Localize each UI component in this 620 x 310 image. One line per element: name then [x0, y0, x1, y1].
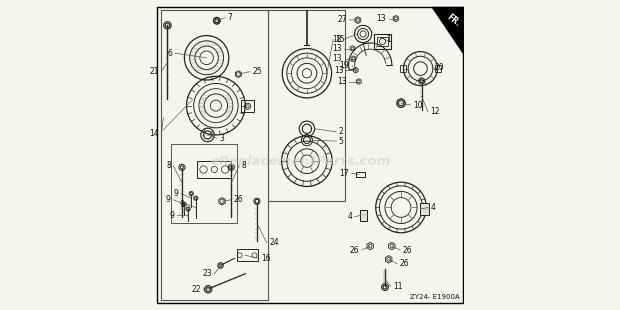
- Text: 16: 16: [262, 254, 271, 263]
- Bar: [377, 37, 388, 46]
- Text: 11: 11: [393, 282, 403, 291]
- Text: 13: 13: [337, 77, 347, 86]
- Bar: [197, 161, 231, 178]
- Text: 22: 22: [192, 285, 201, 294]
- Text: 9: 9: [166, 195, 171, 204]
- Text: 13: 13: [332, 54, 342, 63]
- Text: 26: 26: [350, 246, 360, 255]
- Text: eReplacementParts.com: eReplacementParts.com: [211, 155, 391, 168]
- Text: 6: 6: [168, 49, 172, 58]
- Text: 17: 17: [340, 169, 349, 178]
- Text: 12: 12: [430, 107, 440, 116]
- Text: 9: 9: [174, 189, 179, 198]
- Text: 10: 10: [413, 100, 422, 109]
- Text: 20: 20: [435, 63, 444, 72]
- Bar: [356, 172, 365, 177]
- Text: 26: 26: [399, 259, 409, 268]
- Bar: [170, 144, 237, 223]
- Polygon shape: [432, 7, 463, 53]
- Text: 3: 3: [219, 134, 224, 143]
- Text: 15: 15: [335, 35, 345, 44]
- Text: 25: 25: [252, 67, 262, 76]
- Text: FR.: FR.: [445, 13, 461, 29]
- Bar: [237, 249, 257, 261]
- Text: 18: 18: [332, 35, 342, 44]
- Text: 4: 4: [347, 212, 352, 221]
- Text: 7: 7: [228, 13, 232, 22]
- Text: 13: 13: [332, 44, 342, 53]
- Text: 8: 8: [166, 161, 171, 170]
- Text: ZY24- E1900A: ZY24- E1900A: [410, 294, 459, 300]
- Text: 8: 8: [241, 161, 246, 170]
- Text: 23: 23: [202, 269, 212, 278]
- Text: 9: 9: [170, 211, 175, 220]
- Text: 13: 13: [376, 14, 386, 23]
- Bar: [268, 10, 345, 201]
- Bar: [161, 10, 268, 300]
- Text: 14: 14: [149, 129, 159, 138]
- Text: 2: 2: [339, 127, 343, 136]
- Text: 4: 4: [430, 203, 435, 212]
- Bar: [241, 100, 254, 113]
- Text: 26: 26: [234, 195, 244, 204]
- Text: 21: 21: [149, 67, 159, 76]
- Text: 26: 26: [402, 246, 412, 255]
- Bar: [360, 210, 368, 221]
- Text: 27: 27: [337, 15, 347, 24]
- Bar: [435, 65, 441, 72]
- Bar: [401, 65, 406, 72]
- Text: 9: 9: [179, 200, 184, 209]
- Text: 1: 1: [386, 35, 391, 44]
- Text: 13: 13: [334, 66, 344, 75]
- Text: 24: 24: [269, 238, 279, 247]
- Bar: [374, 34, 391, 49]
- Bar: [420, 203, 428, 215]
- Text: 19: 19: [340, 61, 349, 70]
- Text: 5: 5: [339, 137, 343, 146]
